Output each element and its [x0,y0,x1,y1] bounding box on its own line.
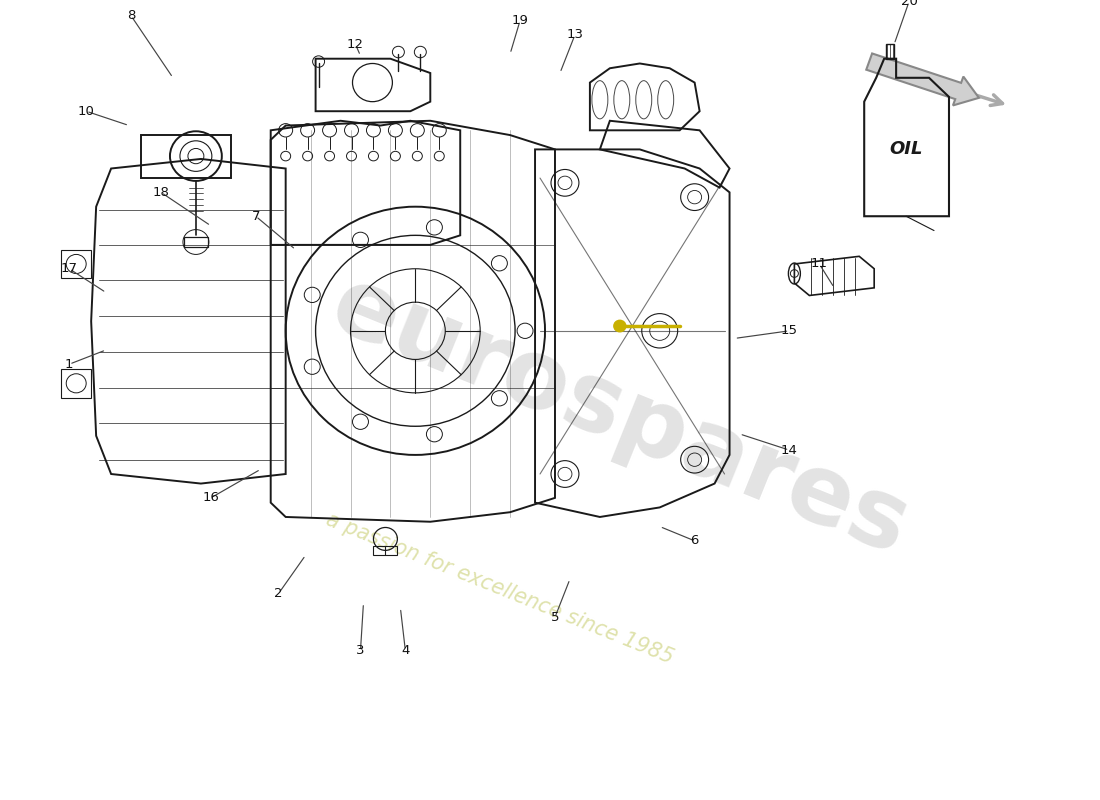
Text: 11: 11 [811,258,828,270]
Text: 15: 15 [781,324,798,338]
Text: 8: 8 [126,10,135,22]
Text: 19: 19 [512,14,528,27]
Text: 7: 7 [252,210,260,222]
Text: 18: 18 [153,186,169,199]
Text: 4: 4 [402,644,409,657]
Text: 5: 5 [551,610,559,624]
Text: 17: 17 [60,262,78,275]
Text: 6: 6 [691,534,698,547]
Text: 2: 2 [274,587,283,600]
Text: 14: 14 [781,444,798,457]
Text: 12: 12 [346,38,364,51]
Text: OIL: OIL [889,141,923,158]
Text: 1: 1 [65,358,74,370]
Text: 3: 3 [356,644,365,657]
FancyArrow shape [867,54,979,106]
Circle shape [614,320,626,332]
Text: 13: 13 [566,28,583,42]
Text: 16: 16 [202,491,219,504]
Text: 20: 20 [901,0,917,8]
Text: eurospares: eurospares [318,258,922,575]
Text: a passion for excellence since 1985: a passion for excellence since 1985 [323,510,676,668]
Text: 10: 10 [78,105,95,118]
